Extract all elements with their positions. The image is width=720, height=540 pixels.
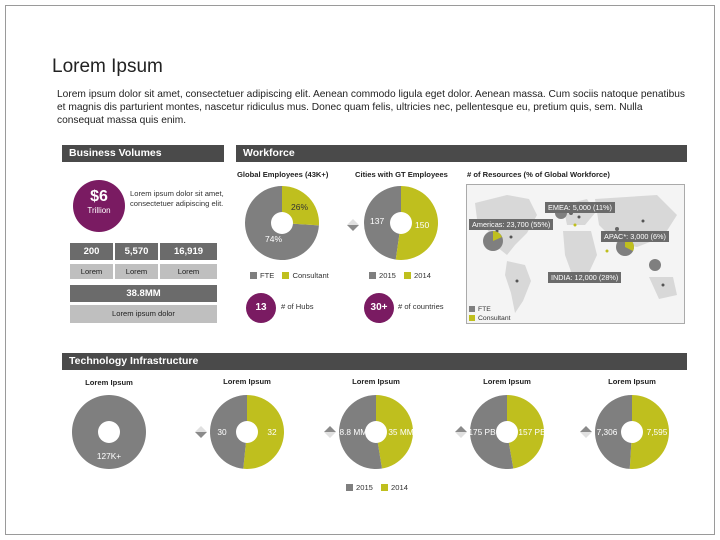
cities-2014-slice: [395, 186, 438, 260]
employees-consultant-slice: [282, 186, 319, 226]
volume-cell-label: Lorem: [160, 264, 217, 279]
cities-title: Cities with GT Employees: [355, 170, 448, 179]
tech-legend-2014: 2014: [391, 483, 408, 492]
total-label: Lorem ipsum dolor: [70, 305, 217, 323]
legend-fte: FTE: [260, 271, 275, 280]
volume-cell-value: 200: [70, 243, 113, 260]
technology-infrastructure-header: Technology Infrastructure: [62, 353, 687, 370]
volume-cell-label: Lorem: [115, 264, 158, 279]
business-volumes-header: Business Volumes: [62, 145, 224, 162]
resources-title: # of Resources (% of Global Workforce): [467, 170, 610, 179]
volume-cell-value: 16,919: [160, 243, 217, 260]
cities-donut: 137 150: [363, 186, 438, 260]
apac-label: APAC*: 3,000 (6%): [601, 231, 669, 242]
legend-2015: 2015: [379, 271, 396, 280]
map-legend: FTE Consultant: [469, 305, 511, 323]
map-legend-consultant: Consultant: [478, 315, 511, 322]
india-label: INDIA: 12,000 (28%): [548, 272, 622, 283]
employees-legend: FTE Consultant: [250, 271, 329, 280]
employees-consultant-pct: 26%: [291, 202, 308, 212]
workforce-header: Workforce: [236, 145, 687, 162]
total-value: 38.8MM: [70, 285, 217, 302]
cities-trend-icon: [347, 219, 359, 231]
tech-legend: 2015 2014: [346, 483, 408, 492]
volume-cell-label: Lorem: [70, 264, 113, 279]
tech-legend-2015: 2015: [356, 483, 373, 492]
map-legend-fte: FTE: [478, 306, 491, 313]
hubs-label: # of Hubs: [281, 302, 314, 311]
badge-caption: Lorem ipsum dolor sit amet, consectetuer…: [130, 189, 224, 208]
world-map: EMEA: 5,000 (11%) Americas: 23,700 (55%)…: [466, 184, 685, 324]
cities-2015-value: 137: [370, 216, 384, 226]
legend-consultant: Consultant: [292, 271, 329, 280]
cities-legend: 2015 2014: [369, 271, 431, 280]
trillion-badge: $6 Trillion: [73, 180, 125, 232]
legend-2014: 2014: [414, 271, 431, 280]
volume-cell-value: 5,570: [115, 243, 158, 260]
badge-unit: Trillion: [87, 206, 111, 215]
page-title: Lorem Ipsum: [52, 56, 163, 77]
global-employees-title: Global Employees (43K+): [237, 170, 329, 179]
intro-paragraph: Lorem ipsum dolor sit amet, consectetuer…: [57, 89, 686, 126]
cities-2014-value: 150: [415, 220, 429, 230]
global-employees-donut: 74% 26%: [245, 186, 319, 260]
hubs-badge: 13: [246, 293, 276, 323]
countries-label: # of countries: [398, 302, 444, 311]
cities-2015-slice: [363, 186, 401, 260]
americas-label: Americas: 23,700 (55%): [469, 219, 554, 230]
countries-badge: 30+: [364, 293, 394, 323]
badge-value: $6: [90, 188, 108, 205]
employees-fte-pct: 74%: [265, 234, 282, 244]
emea-label: EMEA: 5,000 (11%): [545, 202, 615, 213]
